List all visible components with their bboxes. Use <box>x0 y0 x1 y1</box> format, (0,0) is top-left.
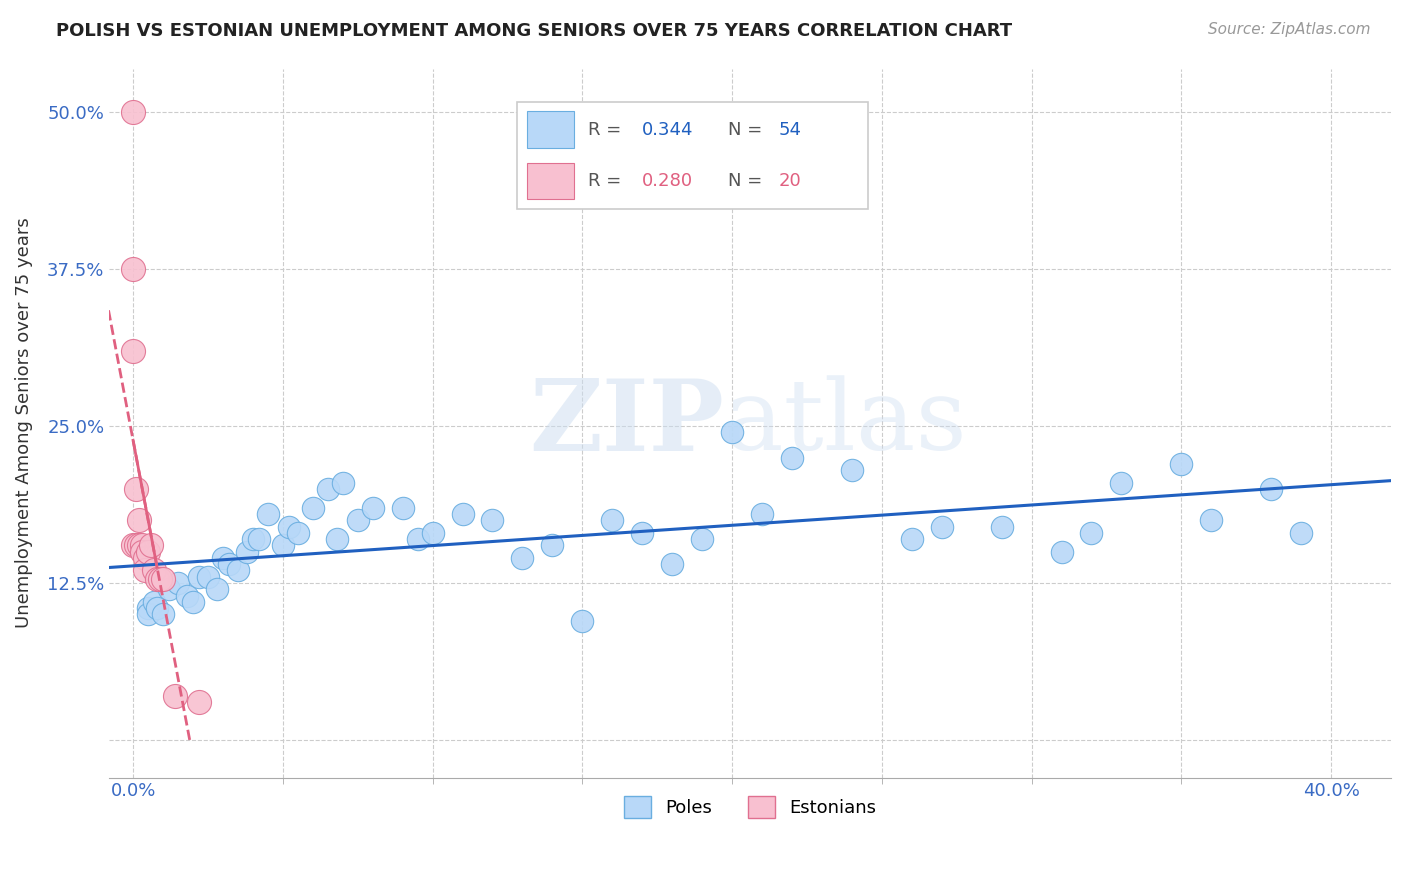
Point <box>122 538 145 552</box>
Point <box>422 525 444 540</box>
Point <box>301 500 323 515</box>
Point <box>188 570 211 584</box>
Text: Source: ZipAtlas.com: Source: ZipAtlas.com <box>1208 22 1371 37</box>
Point <box>406 532 429 546</box>
Point <box>149 572 172 586</box>
Point <box>167 576 190 591</box>
Point <box>721 425 744 440</box>
Point <box>122 343 145 358</box>
Point <box>247 532 270 546</box>
Point <box>332 475 354 490</box>
Point <box>1050 544 1073 558</box>
Text: atlas: atlas <box>724 376 967 471</box>
Point <box>122 105 145 120</box>
Point <box>451 507 474 521</box>
Point <box>131 544 153 558</box>
Point <box>205 582 228 597</box>
Point <box>277 519 299 533</box>
Point <box>188 695 211 709</box>
Point <box>287 525 309 540</box>
Text: POLISH VS ESTONIAN UNEMPLOYMENT AMONG SENIORS OVER 75 YEARS CORRELATION CHART: POLISH VS ESTONIAN UNEMPLOYMENT AMONG SE… <box>56 22 1012 40</box>
Point <box>690 532 713 546</box>
Point <box>143 564 166 578</box>
Point <box>218 558 240 572</box>
Point <box>541 538 564 552</box>
Point <box>131 538 153 552</box>
Point <box>125 538 148 552</box>
Point <box>1260 482 1282 496</box>
Point <box>841 463 863 477</box>
Point <box>128 513 150 527</box>
Point <box>136 601 159 615</box>
Point <box>1111 475 1133 490</box>
Point <box>271 538 294 552</box>
Point <box>152 572 174 586</box>
Point <box>226 564 249 578</box>
Point <box>236 544 259 558</box>
Text: ZIP: ZIP <box>530 375 724 472</box>
Point <box>136 544 159 558</box>
Legend: Poles, Estonians: Poles, Estonians <box>616 789 884 825</box>
Point <box>134 564 156 578</box>
Point <box>176 589 198 603</box>
Point <box>316 482 339 496</box>
Point <box>122 262 145 277</box>
Point <box>931 519 953 533</box>
Point <box>257 507 280 521</box>
Point <box>391 500 413 515</box>
Point <box>346 513 368 527</box>
Point <box>125 482 148 496</box>
Point <box>181 595 204 609</box>
Point <box>163 689 186 703</box>
Point <box>157 582 180 597</box>
Point <box>1170 457 1192 471</box>
Point <box>242 532 264 546</box>
Y-axis label: Unemployment Among Seniors over 75 years: Unemployment Among Seniors over 75 years <box>15 218 32 629</box>
Point <box>136 607 159 622</box>
Point <box>571 614 593 628</box>
Point <box>481 513 503 527</box>
Point <box>1289 525 1312 540</box>
Point <box>751 507 773 521</box>
Point <box>661 558 683 572</box>
Point <box>212 551 235 566</box>
Point <box>143 595 166 609</box>
Point <box>600 513 623 527</box>
Point <box>780 450 803 465</box>
Point <box>1080 525 1102 540</box>
Point <box>152 607 174 622</box>
Point <box>631 525 654 540</box>
Point <box>1201 513 1223 527</box>
Point <box>134 551 156 566</box>
Point <box>901 532 924 546</box>
Point <box>361 500 384 515</box>
Point <box>146 601 169 615</box>
Point <box>128 538 150 552</box>
Point <box>139 538 162 552</box>
Point <box>512 551 534 566</box>
Point <box>326 532 349 546</box>
Point <box>197 570 219 584</box>
Point <box>146 572 169 586</box>
Point <box>990 519 1012 533</box>
